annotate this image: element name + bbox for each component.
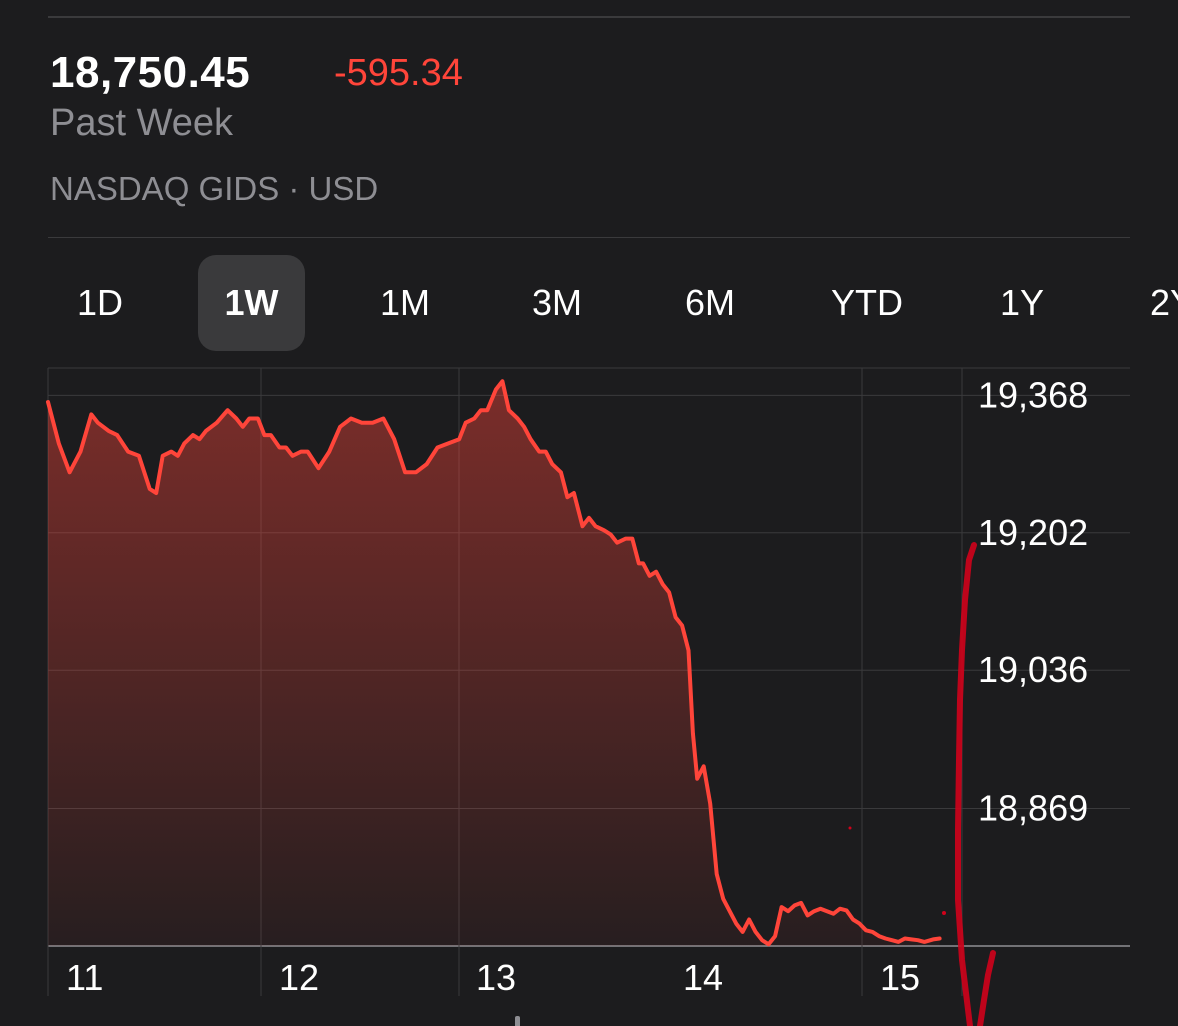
chart-series <box>46 379 942 947</box>
tab-1y[interactable]: 1Y <box>999 282 1045 323</box>
x-tick-label: 12 <box>279 957 319 998</box>
tab-ytd[interactable]: YTD <box>831 282 903 323</box>
tab-3m[interactable]: 3M <box>531 282 582 323</box>
price-change: -595.34 <box>334 52 463 94</box>
y-tick-label: 19,036 <box>978 649 1088 690</box>
tab-1w[interactable]: 1W <box>198 255 305 351</box>
tab-6m[interactable]: 6M <box>684 282 735 323</box>
area-fill <box>48 381 940 946</box>
tab-1d[interactable]: 1D <box>76 282 124 323</box>
tab-2y[interactable]: 2Y <box>1150 282 1178 323</box>
scrubber-handle[interactable] <box>515 1016 520 1026</box>
x-tick-label: 13 <box>476 957 516 998</box>
x-axis-labels: 11 12 13 14 15 <box>66 957 920 998</box>
tab-1m[interactable]: 1M <box>379 282 430 323</box>
exchange-label: NASDAQ GIDS · USD <box>50 170 379 207</box>
x-tick-label: 11 <box>66 957 103 998</box>
y-tick-label: 19,202 <box>978 512 1088 553</box>
x-tick-label: 15 <box>880 957 920 998</box>
y-axis-labels: 19,368 19,202 19,036 18,869 <box>978 374 1088 828</box>
y-tick-label: 18,869 <box>978 788 1088 829</box>
y-tick-label: 19,368 <box>978 374 1088 415</box>
current-price: 18,750.45 <box>50 48 251 97</box>
range-tabs: 1D 1W 1M 3M 6M YTD 1Y 2Y <box>0 255 1178 351</box>
hand-drawn-arrow-annotation <box>848 542 996 1026</box>
x-tick-label: 14 <box>683 957 723 998</box>
header-divider <box>48 237 1130 238</box>
series-line <box>46 379 942 947</box>
top-divider <box>48 16 1130 18</box>
period-label: Past Week <box>50 102 234 144</box>
chart-area <box>48 381 940 946</box>
